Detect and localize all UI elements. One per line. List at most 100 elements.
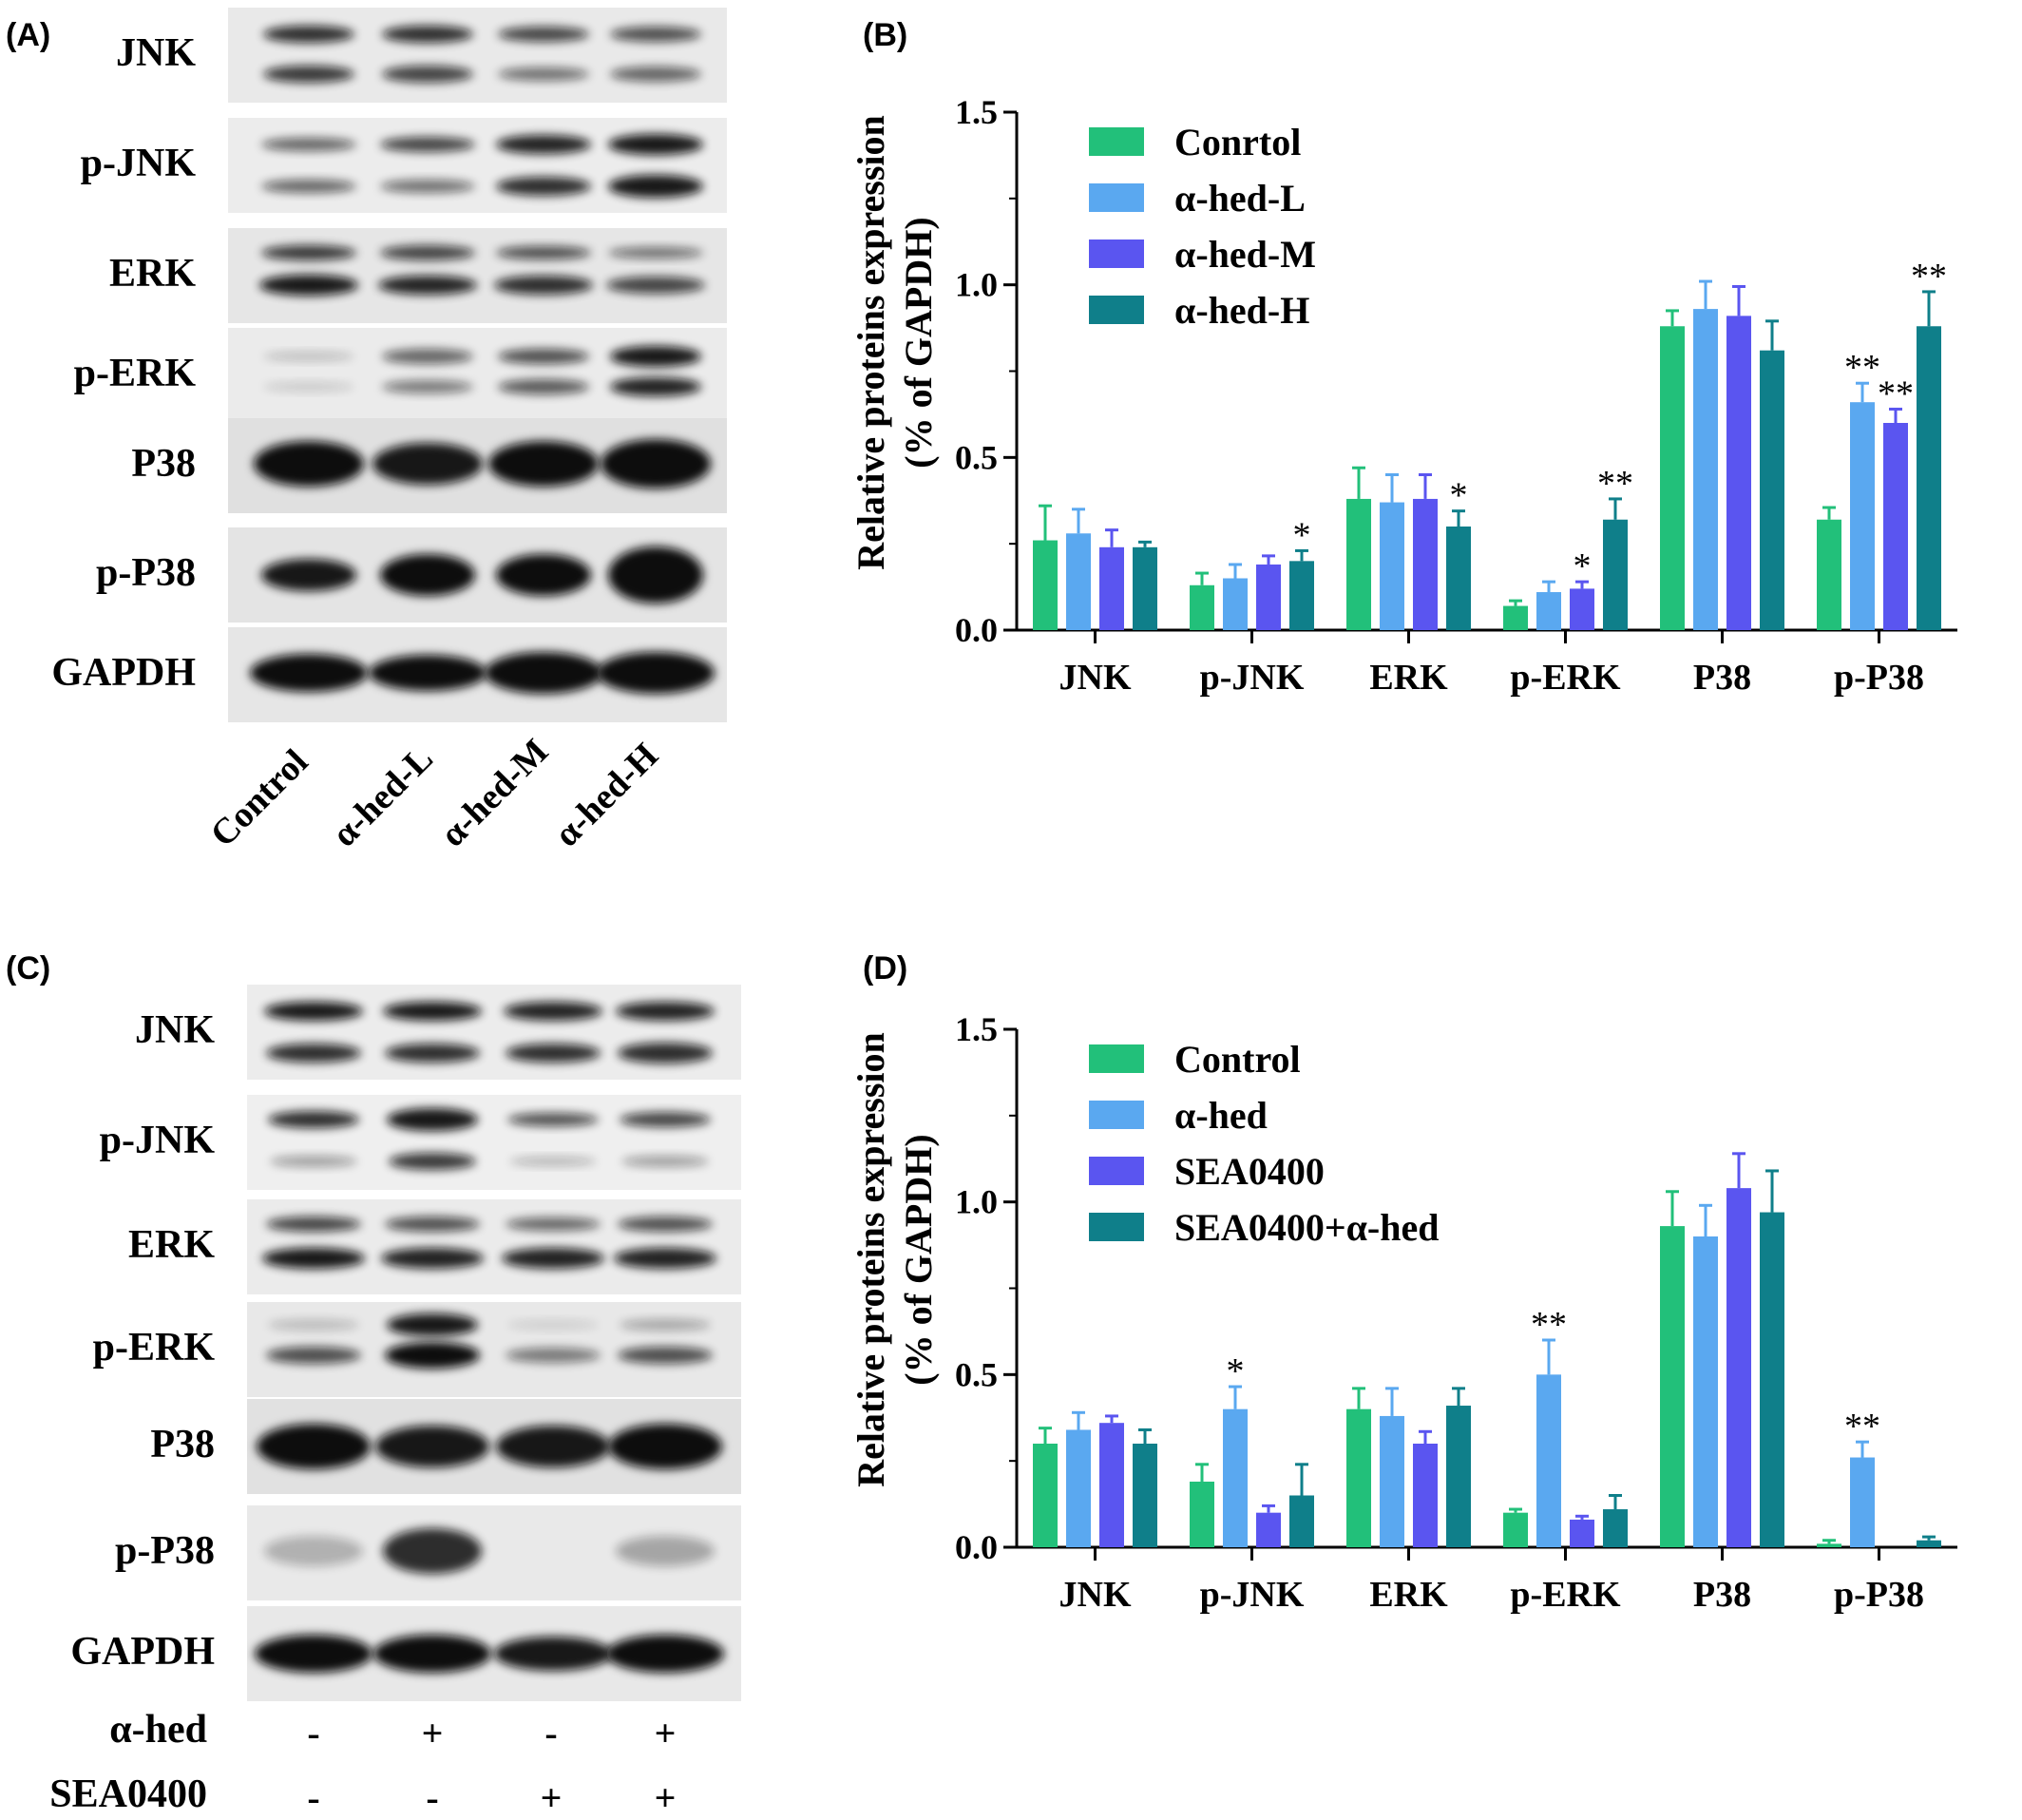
blot-row-label: ERK bbox=[127, 1223, 215, 1267]
panel-label-c: (C) bbox=[6, 950, 51, 987]
blot-band bbox=[383, 1528, 482, 1574]
bar bbox=[1133, 546, 1157, 630]
bar bbox=[1536, 1374, 1561, 1547]
bar bbox=[1817, 519, 1841, 630]
blot-band bbox=[618, 1347, 713, 1364]
bar bbox=[1726, 1188, 1751, 1547]
y-tick-label: 1.5 bbox=[955, 93, 998, 131]
bar bbox=[1346, 498, 1371, 630]
blot-band bbox=[266, 1347, 361, 1364]
blot-band bbox=[608, 546, 703, 603]
significance-marker: ** bbox=[1531, 1305, 1567, 1345]
y-tick-label: 1.5 bbox=[955, 1010, 998, 1048]
blot-band bbox=[506, 1044, 601, 1063]
bar bbox=[1099, 1423, 1124, 1547]
blot-band bbox=[380, 137, 475, 152]
plus-sign: + bbox=[421, 1712, 444, 1754]
blot-band bbox=[504, 1002, 602, 1021]
blot-band bbox=[383, 1002, 482, 1021]
bar bbox=[1446, 1406, 1471, 1547]
blot-band bbox=[259, 275, 358, 296]
significance-marker: * bbox=[1227, 1351, 1245, 1391]
blot-band bbox=[610, 346, 701, 367]
blot-band bbox=[261, 138, 356, 151]
bar bbox=[1660, 1226, 1685, 1547]
bar bbox=[1066, 533, 1091, 630]
x-tick-label: p-P38 bbox=[1834, 658, 1924, 698]
blot-band bbox=[263, 352, 354, 361]
blot-band bbox=[264, 1536, 363, 1566]
blot-band bbox=[488, 441, 599, 487]
bar bbox=[1850, 402, 1875, 630]
legend-label: α-hed bbox=[1174, 1094, 1268, 1137]
blot-band bbox=[507, 1113, 599, 1126]
minus-sign: - bbox=[307, 1712, 320, 1754]
significance-marker: ** bbox=[1844, 348, 1880, 388]
blot-band bbox=[494, 1637, 612, 1671]
blot-band bbox=[381, 1248, 484, 1269]
blot-band bbox=[266, 1217, 361, 1232]
bar bbox=[1223, 1408, 1248, 1547]
blot-band bbox=[621, 1156, 709, 1167]
blot-band bbox=[494, 276, 593, 295]
significance-marker: ** bbox=[1911, 257, 1947, 297]
bar bbox=[1289, 1495, 1314, 1547]
blot-band bbox=[263, 26, 354, 43]
bar bbox=[1536, 592, 1561, 630]
blot-band bbox=[601, 439, 711, 489]
legend-swatch bbox=[1089, 1157, 1144, 1185]
significance-marker: * bbox=[1574, 546, 1592, 586]
blot-band bbox=[620, 1112, 711, 1127]
bar bbox=[1503, 605, 1528, 630]
blot-band bbox=[618, 1217, 713, 1232]
blot-band bbox=[502, 1248, 604, 1269]
x-tick-label: JNK bbox=[1059, 1575, 1132, 1615]
treatment-label: α-hed bbox=[109, 1708, 207, 1752]
blot-band bbox=[498, 379, 589, 394]
blot-band bbox=[498, 349, 589, 364]
legend-label: Control bbox=[1174, 1038, 1301, 1081]
legend-swatch bbox=[1089, 296, 1144, 324]
lane-label: α-hed-M bbox=[432, 731, 557, 855]
bar-chart-d: Relative proteins expression(% of GAPDH)… bbox=[855, 1010, 1957, 1615]
blot-row-label: p-ERK bbox=[73, 352, 196, 395]
legend-swatch bbox=[1089, 239, 1144, 268]
minus-sign: - bbox=[307, 1776, 320, 1819]
bar bbox=[1603, 519, 1628, 630]
blot-band bbox=[268, 1111, 359, 1128]
blot-band bbox=[372, 443, 483, 485]
bar bbox=[1346, 1408, 1371, 1547]
blot-band bbox=[375, 1426, 489, 1467]
blot-band bbox=[261, 559, 356, 591]
bar bbox=[1256, 564, 1281, 630]
bar bbox=[1850, 1457, 1875, 1547]
significance-marker: ** bbox=[1844, 1407, 1880, 1446]
x-tick-label: p-JNK bbox=[1200, 658, 1305, 698]
panel-label-a: (A) bbox=[6, 17, 51, 53]
blot-band bbox=[262, 1248, 365, 1269]
bar bbox=[1066, 1429, 1091, 1547]
bar bbox=[1883, 423, 1908, 630]
panel-label-d: (D) bbox=[863, 950, 908, 987]
blot-band bbox=[606, 1635, 724, 1673]
x-tick-label: JNK bbox=[1059, 658, 1132, 698]
blot-band bbox=[261, 245, 356, 260]
blot-band bbox=[268, 1319, 359, 1331]
y-axis-label: (% of GAPDH) bbox=[897, 217, 940, 468]
blot-band bbox=[380, 554, 475, 596]
bar bbox=[1133, 1444, 1157, 1547]
blot-band bbox=[618, 1043, 713, 1063]
x-tick-label: P38 bbox=[1693, 1575, 1751, 1615]
legend-label: α-hed-H bbox=[1174, 289, 1309, 332]
y-tick-label: 0.5 bbox=[955, 1355, 998, 1393]
x-tick-label: P38 bbox=[1693, 658, 1751, 698]
bar bbox=[1817, 1543, 1841, 1547]
panel-label-b: (B) bbox=[863, 17, 908, 53]
bar bbox=[1413, 1444, 1438, 1547]
blot-row-label: ERK bbox=[108, 252, 196, 296]
blot-row-label: GAPDH bbox=[51, 651, 196, 695]
blot-band bbox=[597, 652, 715, 694]
significance-marker: ** bbox=[1878, 374, 1914, 413]
blot-row-label: JNK bbox=[116, 31, 196, 75]
blot-band bbox=[608, 1424, 722, 1469]
